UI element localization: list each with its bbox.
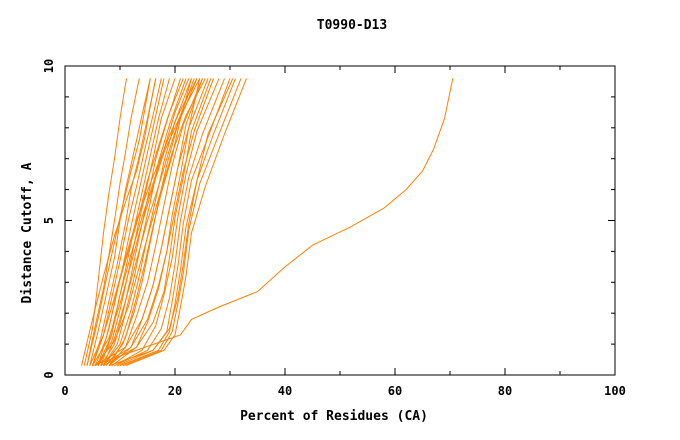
- series-line-25: [94, 78, 206, 367]
- x-axis-label: Percent of Residues (CA): [240, 409, 428, 424]
- y-tick-label: 10: [42, 59, 56, 73]
- x-tick-label: 20: [168, 384, 182, 398]
- series-group: [81, 78, 454, 367]
- series-line-19: [119, 78, 236, 367]
- x-tick-label: 60: [388, 384, 402, 398]
- series-line-32: [81, 78, 157, 366]
- series-line-13: [108, 78, 203, 367]
- series-line-14: [108, 78, 209, 367]
- series-line-28: [89, 78, 198, 366]
- y-tick-label: 0: [42, 371, 56, 378]
- x-tick-label: 40: [278, 384, 292, 398]
- series-line-24: [103, 78, 195, 366]
- series-line-35: [92, 78, 454, 367]
- series-line-27: [92, 78, 201, 366]
- series-line-21: [125, 78, 247, 367]
- chart-title: T0990-D13: [317, 18, 387, 33]
- series-line-30: [103, 78, 212, 367]
- series-line-34: [95, 78, 203, 367]
- series-line-8: [97, 78, 176, 366]
- series-line-2: [86, 78, 140, 366]
- x-tick-label: 100: [604, 384, 626, 398]
- x-axis: 0 20 40 60 80 100: [61, 66, 626, 398]
- series-line-26: [108, 78, 192, 366]
- y-tick-label: 5: [42, 217, 56, 224]
- x-tick-label: 0: [61, 384, 68, 398]
- series-line-33: [86, 78, 151, 366]
- series-line-5: [92, 78, 162, 366]
- series-line-16: [114, 78, 220, 367]
- y-axis: 0 5 10: [42, 59, 615, 379]
- series-line-29: [100, 78, 201, 367]
- y-axis-label: Distance Cutoff, A: [20, 162, 35, 303]
- series-line-31: [108, 78, 234, 367]
- series-line-17: [114, 78, 225, 367]
- x-tick-label: 80: [498, 384, 512, 398]
- series-line-20: [122, 78, 242, 367]
- series-line-4: [92, 78, 157, 366]
